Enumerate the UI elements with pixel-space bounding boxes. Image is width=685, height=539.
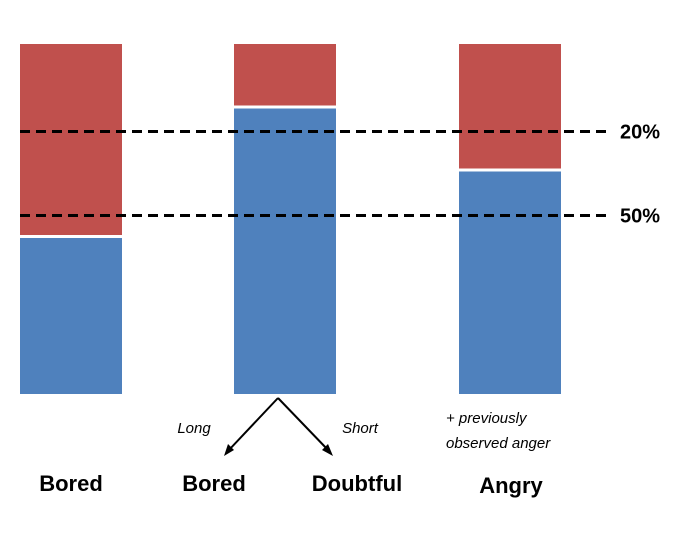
category-label-bored: Bored: [39, 471, 103, 496]
reference-line-label-20pct: 20%: [620, 122, 660, 144]
reference-lines-group: 20% 50%: [20, 122, 660, 228]
annotation-short: Short: [342, 420, 379, 437]
annotation-long: Long: [177, 420, 211, 437]
bars-group: [20, 44, 561, 394]
reference-line-label-50pct: 50%: [620, 206, 660, 228]
bar-bored-segment-0: [20, 236, 122, 394]
bar-doubtful-segment-1: [234, 44, 336, 107]
category-label-bored-long: Bored: [182, 471, 246, 496]
arrow-long-line: [227, 397, 279, 452]
category-label-angry: Angry: [479, 473, 543, 498]
category-label-doubtful: Doubtful: [312, 471, 402, 496]
arrow-short-head: [322, 444, 333, 456]
bar-doubtful-segment-0: [234, 107, 336, 394]
arrow-short-line: [277, 397, 330, 452]
bar-angry-segment-0: [459, 170, 561, 394]
arrow-long-head: [224, 444, 234, 456]
annotation-angry-line1: + previously: [446, 410, 528, 427]
annotation-angry-line2: observed anger: [446, 435, 551, 452]
bar-bored-segment-1: [20, 44, 122, 237]
bar-angry-segment-1: [459, 44, 561, 170]
split-arrows: [227, 397, 330, 452]
